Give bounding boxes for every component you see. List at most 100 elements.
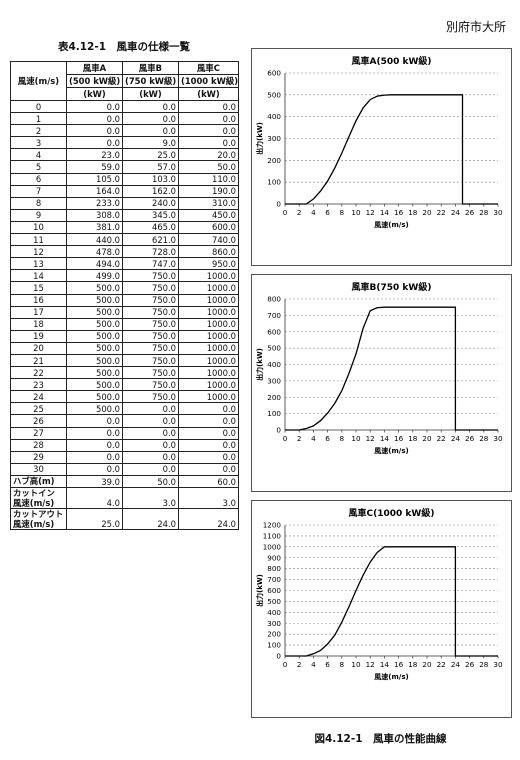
table-row: 16 500.0 750.0 1000.0 xyxy=(10,293,239,307)
x-tick-label: 16 xyxy=(394,434,404,443)
table-row: 22 500.0 750.0 1000.0 xyxy=(10,366,239,380)
cell-turbine-b: 750.0 xyxy=(122,366,179,380)
page-header-location: 別府市大所 xyxy=(445,20,506,34)
cell-turbine-c: 0.0 xyxy=(178,402,239,416)
cell-turbine-a: 39.0 xyxy=(66,474,123,489)
x-tick-label: 28 xyxy=(479,434,489,443)
table-row: 26 0.0 0.0 0.0 xyxy=(10,414,239,428)
y-tick-label: 300 xyxy=(267,376,281,385)
table-row: 14 499.0 750.0 1000.0 xyxy=(10,269,239,283)
y-tick-label: 0 xyxy=(276,200,281,209)
y-axis-label: 出力(kW) xyxy=(255,348,264,381)
cell-turbine-a: 0.0 xyxy=(66,414,123,428)
cell-turbine-b: 750.0 xyxy=(122,269,179,283)
col-header-b-class: (750 kW級) xyxy=(122,74,179,88)
table-row: 19 500.0 750.0 1000.0 xyxy=(10,329,239,343)
cell-turbine-a: 500.0 xyxy=(66,305,123,319)
x-tick-label: 22 xyxy=(437,434,446,443)
cell-windspeed: 29 xyxy=(10,450,67,464)
cell-turbine-c: 1000.0 xyxy=(178,366,239,380)
col-header-b-unit: (kW) xyxy=(122,87,179,101)
cell-windspeed: 6 xyxy=(10,172,67,186)
cell-turbine-a: 0.0 xyxy=(66,426,123,440)
cell-turbine-a: 500.0 xyxy=(66,378,123,392)
cell-turbine-c: 450.0 xyxy=(178,208,239,222)
cell-turbine-c: 1000.0 xyxy=(178,329,239,343)
cell-windspeed: 14 xyxy=(10,269,67,283)
footer-label-line: カットイン xyxy=(13,488,55,499)
table-row: 7 164.0 162.0 190.0 xyxy=(10,184,239,198)
cell-windspeed: 10 xyxy=(10,220,67,235)
cell-turbine-b: 0.0 xyxy=(122,438,179,452)
table-row: 9 308.0 345.0 450.0 xyxy=(10,208,239,222)
footer-label: ハブ高(m) xyxy=(10,474,67,489)
cell-turbine-a: 4.0 xyxy=(66,487,123,509)
x-tick-label: 24 xyxy=(451,434,461,443)
cell-turbine-b: 345.0 xyxy=(122,208,179,222)
table-row: 5 59.0 57.0 50.0 xyxy=(10,160,239,174)
cell-turbine-c: 24.0 xyxy=(178,508,239,530)
cell-turbine-c: 740.0 xyxy=(178,233,239,247)
table-row: 11 440.0 621.0 740.0 xyxy=(10,233,239,247)
table-row: 3 0.0 9.0 0.0 xyxy=(10,136,239,150)
cell-turbine-c: 3.0 xyxy=(178,487,239,509)
chart-b-frame: 風車B(750 kW級) 0 100 200 300 400 500 600 700 800 0 2 4… xyxy=(251,274,512,492)
footer-label-line: カットアウト xyxy=(13,509,64,520)
cell-turbine-b: 0.0 xyxy=(122,414,179,428)
table-row: 21 500.0 750.0 1000.0 xyxy=(10,353,239,368)
cell-turbine-c: 1000.0 xyxy=(178,341,239,355)
y-tick-label: 600 xyxy=(267,586,281,595)
cell-turbine-c: 0.0 xyxy=(178,99,239,114)
col-header-a-unit: (kW) xyxy=(66,87,123,101)
cell-turbine-c: 1000.0 xyxy=(178,378,239,392)
x-tick-label: 24 xyxy=(451,208,461,217)
table-header-row: 風速(m/s) 風車A 風車B 風車C xyxy=(10,61,239,101)
chart-c: 風車C(1000 kW級)010020030040050060070080090… xyxy=(255,507,503,681)
cell-turbine-c: 0.0 xyxy=(178,426,239,440)
cell-turbine-a: 25.0 xyxy=(66,508,123,530)
cell-windspeed: 26 xyxy=(10,414,67,428)
cell-windspeed: 25 xyxy=(10,402,67,416)
cell-turbine-a: 0.0 xyxy=(66,136,123,150)
col-header-c-unit: (kW) xyxy=(178,87,239,101)
cell-turbine-a: 494.0 xyxy=(66,257,123,271)
y-tick-label: 100 xyxy=(267,641,281,650)
x-tick-label: 10 xyxy=(351,660,361,669)
cell-turbine-c: 20.0 xyxy=(178,148,239,162)
col-header-windspeed-label: 風速(m/s) xyxy=(17,75,60,86)
y-tick-label: 800 xyxy=(267,564,281,573)
table-row: 23 500.0 750.0 1000.0 xyxy=(10,378,239,392)
footer-label-line: 風速(m/s) xyxy=(13,498,55,508)
cell-turbine-c: 1000.0 xyxy=(178,269,239,283)
cell-turbine-c: 0.0 xyxy=(178,462,239,476)
x-tick-label: 22 xyxy=(437,660,446,669)
cell-turbine-a: 0.0 xyxy=(66,99,123,114)
y-axis-label: 出力(kW) xyxy=(255,122,264,155)
x-tick-label: 14 xyxy=(380,434,390,443)
cell-turbine-b: 465.0 xyxy=(122,220,179,235)
col-header-b-name: 風車B xyxy=(122,61,179,75)
footer-label-line: 風速(m/s) xyxy=(13,519,55,529)
table-header-row: (500 kW級) (750 kW級) (1000 kW級) xyxy=(11,74,239,88)
x-tick-label: 0 xyxy=(283,660,288,669)
cell-turbine-c: 1000.0 xyxy=(178,305,239,319)
cell-windspeed: 2 xyxy=(10,124,67,138)
y-tick-label: 1200 xyxy=(263,521,282,530)
cell-turbine-b: 750.0 xyxy=(122,305,179,319)
cell-windspeed: 30 xyxy=(10,462,67,476)
cell-turbine-c: 0.0 xyxy=(178,438,239,452)
cell-windspeed: 21 xyxy=(10,353,67,368)
cell-turbine-a: 164.0 xyxy=(66,184,123,198)
cell-windspeed: 16 xyxy=(10,293,67,307)
x-axis-label: 風速(m/s) xyxy=(373,672,408,681)
x-tick-label: 18 xyxy=(408,660,418,669)
table-row: 2 0.0 0.0 0.0 xyxy=(10,124,239,138)
x-tick-label: 26 xyxy=(465,208,475,217)
x-tick-label: 0 xyxy=(283,208,288,217)
cell-windspeed: 18 xyxy=(10,317,67,331)
chart-c-frame: 風車C(1000 kW級) 0 100 200 300 400 500 600 700 800 90… xyxy=(251,500,512,718)
cell-windspeed: 8 xyxy=(10,196,67,210)
y-tick-label: 400 xyxy=(267,608,281,617)
cell-turbine-a: 23.0 xyxy=(66,148,123,162)
